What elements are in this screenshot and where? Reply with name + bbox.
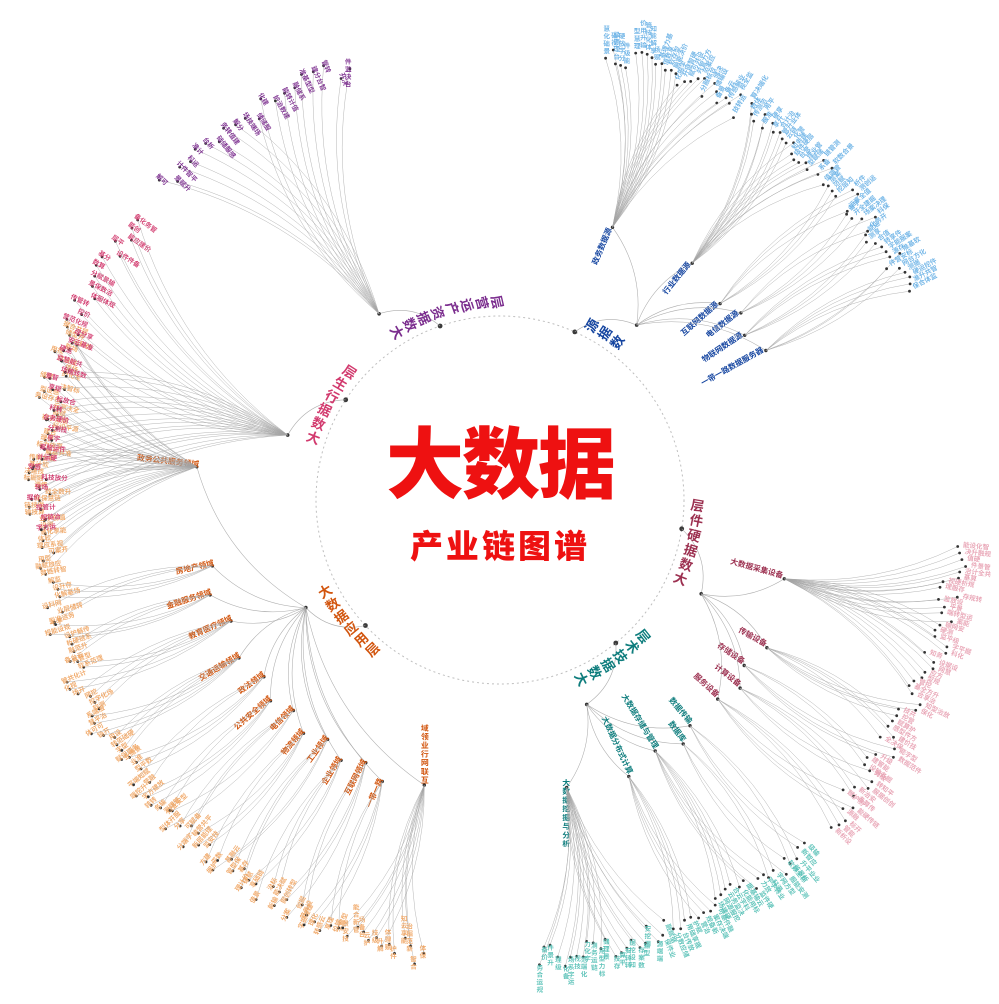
svg-text:安感: 安感 xyxy=(27,460,41,471)
svg-text:平: 平 xyxy=(619,957,626,967)
svg-text:智: 智 xyxy=(410,954,417,964)
svg-text:能: 能 xyxy=(353,902,360,912)
svg-text:级: 级 xyxy=(555,961,562,971)
svg-text:软场: 软场 xyxy=(35,481,49,491)
svg-text:规链治: 规链治 xyxy=(40,511,61,522)
svg-text:存: 存 xyxy=(614,961,621,971)
svg-text:据价: 据价 xyxy=(27,492,41,502)
svg-text:件: 件 xyxy=(624,40,631,50)
svg-text:知: 知 xyxy=(649,23,657,33)
svg-text:链: 链 xyxy=(591,962,598,972)
svg-text:字方运: 字方运 xyxy=(36,521,57,532)
svg-text:技: 技 xyxy=(574,961,581,971)
svg-text:技: 技 xyxy=(372,927,379,937)
svg-text:数: 数 xyxy=(637,959,645,969)
svg-text:体: 体 xyxy=(420,943,427,953)
svg-text:化: 化 xyxy=(581,969,588,979)
svg-text:标: 标 xyxy=(599,968,606,978)
svg-text:治: 治 xyxy=(406,921,413,931)
svg-text:大数据: 大数据 xyxy=(386,403,614,515)
svg-text:知: 知 xyxy=(400,913,408,923)
svg-text:规: 规 xyxy=(537,984,544,994)
svg-text:科技放分: 科技放分 xyxy=(41,471,68,482)
svg-text:挖管计: 挖管计 xyxy=(36,501,56,511)
svg-text:享字: 享字 xyxy=(46,432,60,444)
svg-text:硬: 硬 xyxy=(619,30,626,40)
svg-text:升: 升 xyxy=(547,957,554,967)
svg-text:产业链图谱: 产业链图谱 xyxy=(410,520,590,568)
svg-text:慧: 慧 xyxy=(603,23,610,33)
svg-text:域: 域 xyxy=(421,723,429,734)
svg-text:备: 备 xyxy=(563,971,570,981)
svg-text:台: 台 xyxy=(345,78,352,88)
svg-text:体: 体 xyxy=(385,927,392,937)
svg-text:端: 端 xyxy=(657,953,664,963)
